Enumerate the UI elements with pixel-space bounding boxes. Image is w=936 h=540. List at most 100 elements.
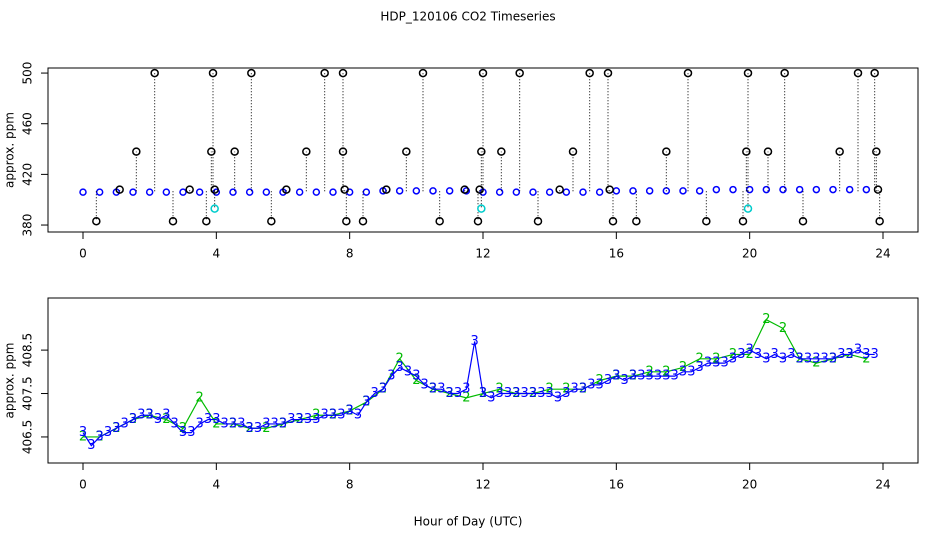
data-point (162, 188, 171, 196)
x-tick-label: 20 (742, 478, 757, 492)
data-marker: 3 (254, 421, 262, 436)
data-point (875, 216, 884, 226)
data-marker: 3 (804, 351, 812, 366)
data-marker: 3 (537, 386, 545, 401)
data-marker: 2 (562, 382, 570, 397)
data-point (632, 216, 641, 226)
data-marker: 3 (337, 408, 345, 423)
y-axis-label: approx. ppm (3, 112, 17, 188)
data-marker: 3 (104, 425, 112, 440)
data-point (745, 185, 754, 194)
data-point (185, 185, 194, 194)
data-marker: 3 (312, 412, 320, 427)
data-point (762, 185, 771, 194)
data-marker: 3 (687, 364, 695, 379)
data-marker: 3 (179, 425, 187, 440)
data-marker: 3 (621, 373, 629, 388)
data-point (712, 185, 721, 194)
data-marker: 3 (529, 386, 537, 401)
data-marker: 2 (762, 312, 770, 327)
data-point (870, 68, 879, 78)
data-point (812, 185, 821, 194)
data-marker: 2 (196, 390, 204, 405)
data-point (862, 185, 871, 194)
data-point (738, 216, 748, 226)
data-point (533, 216, 543, 226)
data-point (473, 216, 483, 226)
data-point (267, 216, 276, 226)
x-tick-label: 12 (475, 247, 490, 261)
x-tick-label: 0 (79, 247, 87, 261)
data-point (872, 147, 881, 156)
data-point (835, 147, 844, 156)
y-tick-label: 420 (21, 163, 35, 186)
y-tick-label: 408.5 (21, 333, 35, 367)
data-point (779, 185, 787, 194)
data-point (230, 147, 239, 156)
data-marker: 3 (871, 347, 879, 362)
data-marker: 3 (112, 421, 120, 436)
data-marker: 3 (862, 347, 870, 362)
y-tick-label: 500 (21, 62, 35, 85)
data-marker: 3 (637, 369, 645, 384)
data-point (358, 216, 368, 226)
data-marker: 2 (696, 351, 704, 366)
data-point (302, 147, 311, 156)
data-point (145, 188, 154, 196)
data-point (429, 187, 437, 195)
data-marker: 3 (554, 390, 562, 405)
data-point (247, 68, 256, 78)
data-marker: 3 (746, 343, 754, 358)
data-marker: 2 (662, 364, 670, 379)
data-marker: 3 (204, 412, 212, 427)
data-point (829, 185, 837, 194)
data-marker: 2 (546, 382, 554, 397)
data-point (608, 216, 618, 226)
y-tick-label: 380 (21, 214, 35, 237)
x-tick-label: 4 (213, 247, 221, 261)
data-marker: 3 (196, 416, 204, 431)
data-marker: 3 (779, 351, 787, 366)
data-marker: 2 (712, 351, 720, 366)
figure-title: HDP_120106 CO2 Timeseries (380, 10, 555, 24)
data-point (210, 185, 219, 194)
data-marker: 3 (346, 403, 354, 418)
data-marker: 3 (146, 408, 154, 423)
data-marker: 3 (437, 382, 445, 397)
data-marker: 3 (596, 377, 604, 392)
data-marker: 2 (312, 408, 320, 423)
data-marker: 3 (212, 412, 220, 427)
data-point (780, 68, 789, 78)
data-point (679, 187, 687, 195)
data-point (603, 68, 613, 78)
data-point (229, 188, 237, 196)
data-marker: 3 (487, 390, 495, 405)
data-marker: 3 (846, 347, 854, 362)
data-marker: 3 (304, 412, 312, 427)
data-marker: 3 (704, 356, 712, 371)
data-marker: 3 (679, 364, 687, 379)
data-marker: 3 (354, 408, 362, 423)
data-point (320, 68, 329, 78)
data-point (695, 187, 704, 195)
data-marker: 3 (762, 351, 770, 366)
data-marker: 3 (121, 416, 129, 431)
data-point (338, 68, 348, 78)
data-marker: 3 (787, 347, 795, 362)
y-tick-label: 406.5 (21, 420, 35, 454)
data-marker: 3 (521, 386, 529, 401)
data-marker: 3 (137, 408, 145, 423)
data-marker: 3 (654, 369, 662, 384)
data-point (295, 188, 304, 196)
data-point (338, 147, 348, 156)
data-point (555, 185, 564, 194)
data-marker: 3 (721, 356, 729, 371)
x-tick-label: 24 (875, 478, 890, 492)
data-marker: 3 (479, 386, 487, 401)
data-marker: 3 (246, 421, 254, 436)
data-marker: 2 (812, 356, 820, 371)
series-line (82, 341, 875, 447)
data-marker: 3 (462, 382, 470, 397)
data-point (475, 185, 484, 194)
